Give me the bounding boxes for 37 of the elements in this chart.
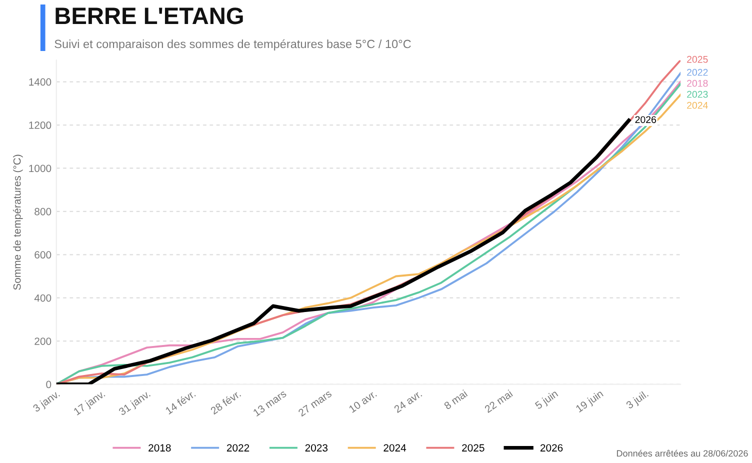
x-tick-label: 10 avr. bbox=[348, 390, 377, 413]
x-tick-label: 8 mai bbox=[443, 390, 468, 410]
x-tick-label: 13 mars bbox=[252, 390, 287, 417]
y-tick-label: 400 bbox=[34, 294, 52, 302]
text: 2023 bbox=[687, 90, 708, 98]
x-tick-label: 31 janv. bbox=[118, 390, 152, 418]
y-axis-title: Somme de températures (°C) bbox=[12, 154, 23, 290]
y-tick-label: 800 bbox=[34, 208, 52, 216]
text: 2024 bbox=[687, 102, 708, 109]
x-tick-label: 28 févr. bbox=[210, 390, 242, 415]
y-tick-label: 1200 bbox=[29, 122, 52, 129]
legend-label: 2023 bbox=[305, 444, 328, 452]
chart-subtitle: Suivi et comparaison des sommes de températures base 5°C / 10°C bbox=[54, 39, 411, 50]
chart-title: BERRE L'ETANG bbox=[56, 8, 243, 24]
legend-label: 2025 bbox=[462, 444, 484, 452]
x-tick-label: 27 mars bbox=[298, 390, 332, 417]
x-tick-label: 5 juin bbox=[534, 390, 560, 412]
y-tick-label: 1000 bbox=[29, 164, 52, 172]
y-tick-label: 600 bbox=[34, 251, 52, 259]
legend-label: 2018 bbox=[148, 444, 171, 452]
x-tick-label: 24 avr. bbox=[394, 390, 422, 414]
x-tick-label: 3 juil. bbox=[625, 390, 650, 411]
x-tick-label: 17 janv. bbox=[73, 390, 106, 418]
text: 2025 bbox=[687, 56, 708, 63]
x-tick-label: 19 juin bbox=[575, 390, 605, 414]
text: 2018 bbox=[687, 80, 708, 87]
x-tick-label: 14 févr. bbox=[164, 390, 196, 415]
x-tick-label: 22 mai bbox=[484, 390, 513, 414]
legend-label: 2022 bbox=[226, 444, 250, 452]
x-tick-label: 3 janv. bbox=[32, 390, 62, 414]
y-tick-label: 200 bbox=[34, 338, 52, 345]
text: 2022 bbox=[687, 68, 708, 76]
legend-label: 2026 bbox=[540, 444, 563, 452]
y-tick-label: 0 bbox=[46, 380, 52, 388]
y-tick-label: 1400 bbox=[29, 78, 52, 86]
legend-label: 2024 bbox=[384, 444, 406, 452]
text: Données arrêtées au 28/06/2026 bbox=[616, 450, 748, 457]
